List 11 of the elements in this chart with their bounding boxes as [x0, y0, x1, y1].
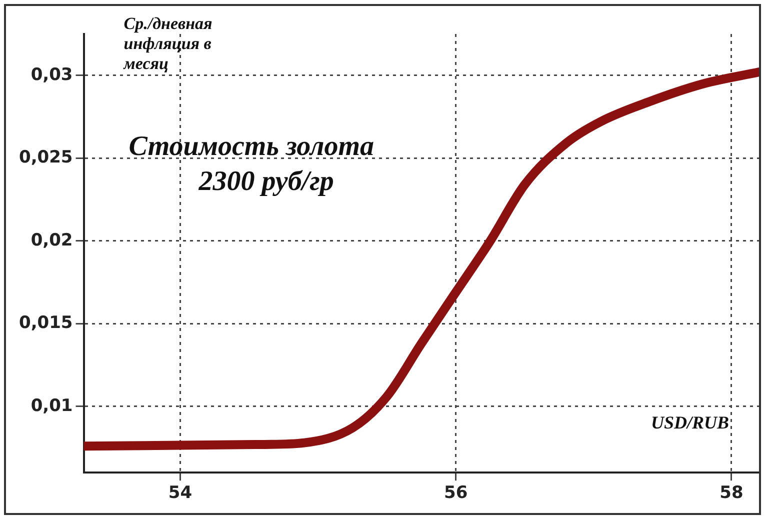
y-tick-label: 0,015 — [18, 313, 73, 334]
x-tick-label: 54 — [168, 483, 192, 504]
x-tick-label: 56 — [444, 483, 468, 504]
x-axis-title: USD/RUB — [650, 412, 729, 432]
y-tick-label: 0,02 — [30, 230, 73, 250]
annotation: Стоимость золота 2300 руб/гр — [128, 131, 374, 198]
y-tick-label: 0,03 — [30, 64, 73, 85]
y-tick-label: 0,01 — [30, 396, 73, 416]
x-tick-label: 58 — [720, 483, 744, 504]
y-tick-label: 0,025 — [18, 148, 73, 168]
y-axis-title: Ср./дневная инфляция в месяц — [122, 14, 213, 73]
